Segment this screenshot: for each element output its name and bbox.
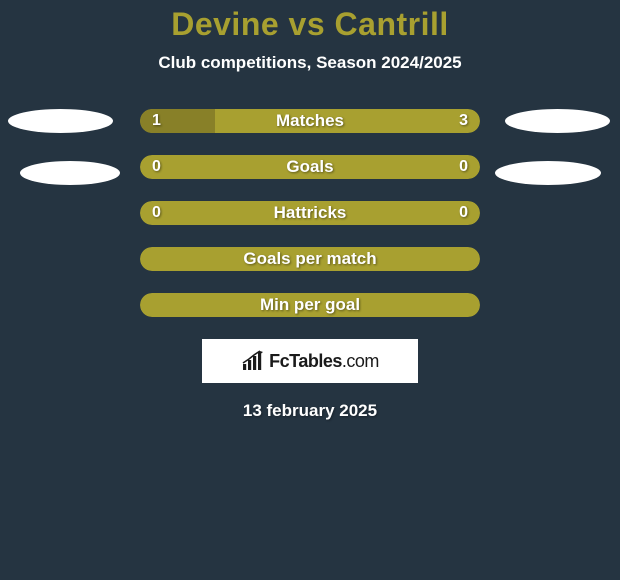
comparison-chart: 13Matches 00Goals 00Hattricks Goals per mat… bbox=[0, 109, 620, 317]
stat-bar: 00Hattricks bbox=[140, 201, 480, 225]
stat-bar: 13Matches bbox=[140, 109, 480, 133]
brand-text-bold-a: Fc bbox=[269, 351, 289, 371]
player-oval bbox=[505, 109, 610, 133]
stat-label: Min per goal bbox=[140, 293, 480, 317]
stat-label: Goals per match bbox=[140, 247, 480, 271]
stat-label: Hattricks bbox=[140, 201, 480, 225]
player-oval bbox=[8, 109, 113, 133]
stat-label: Goals bbox=[140, 155, 480, 179]
stat-bar: 00Goals bbox=[140, 155, 480, 179]
page-title: Devine vs Cantrill bbox=[0, 0, 620, 43]
stat-bar: Goals per match bbox=[140, 247, 480, 271]
brand-text: FcTables.com bbox=[269, 351, 379, 372]
chart-icon bbox=[241, 350, 265, 372]
page-background: Devine vs Cantrill Club competitions, Se… bbox=[0, 0, 620, 580]
stat-bar: Min per goal bbox=[140, 293, 480, 317]
stat-label: Matches bbox=[140, 109, 480, 133]
date-caption: 13 february 2025 bbox=[0, 401, 620, 421]
player-oval bbox=[495, 161, 601, 185]
brand-text-bold-b: Tables bbox=[289, 351, 342, 371]
page-subtitle: Club competitions, Season 2024/2025 bbox=[0, 53, 620, 73]
player-oval bbox=[20, 161, 120, 185]
brand-text-light: .com bbox=[342, 351, 379, 371]
brand-logo: FcTables.com bbox=[202, 339, 418, 383]
